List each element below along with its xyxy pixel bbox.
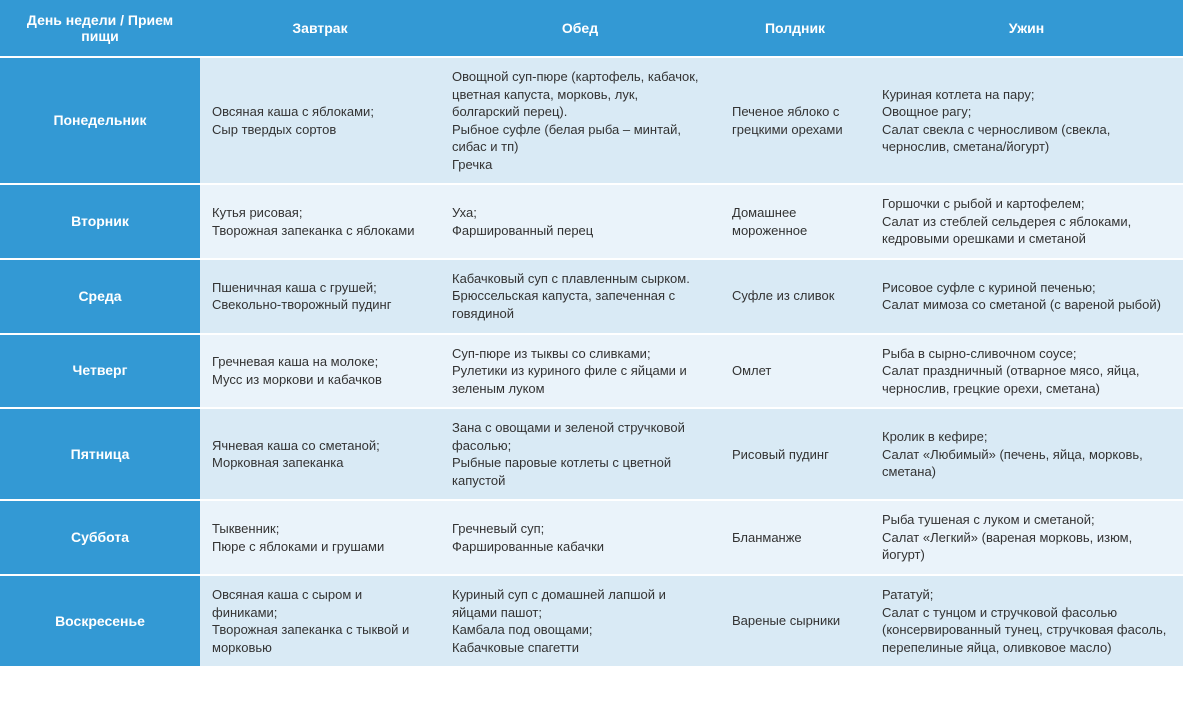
cell-snack: Вареные сырники <box>720 575 870 667</box>
col-dinner: Ужин <box>870 0 1183 57</box>
cell-dinner: Рыба тушеная с луком и сметаной;Салат «Л… <box>870 500 1183 575</box>
cell-breakfast: Гречневая каша на молоке;Мусс из моркови… <box>200 334 440 409</box>
cell-day: Воскресенье <box>0 575 200 667</box>
table-row: ВоскресеньеОвсяная каша с сыром и финика… <box>0 575 1183 667</box>
meal-plan-table: День недели / Прием пищи Завтрак Обед По… <box>0 0 1183 668</box>
cell-day: Суббота <box>0 500 200 575</box>
cell-lunch: Зана с овощами и зеленой стручковой фасо… <box>440 408 720 500</box>
cell-lunch: Кабачковый суп с плавленным сырком.Брюсс… <box>440 259 720 334</box>
cell-dinner: Куриная котлета на пару;Овощное рагу;Сал… <box>870 57 1183 184</box>
col-lunch: Обед <box>440 0 720 57</box>
cell-snack: Суфле из сливок <box>720 259 870 334</box>
cell-dinner: Рисовое суфле с куриной печенью;Салат ми… <box>870 259 1183 334</box>
cell-day: Четверг <box>0 334 200 409</box>
col-day: День недели / Прием пищи <box>0 0 200 57</box>
cell-dinner: Рыба в сырно-сливочном соусе;Салат празд… <box>870 334 1183 409</box>
cell-snack: Домашнее мороженное <box>720 184 870 259</box>
cell-breakfast: Ячневая каша со сметаной;Морковная запек… <box>200 408 440 500</box>
cell-lunch: Овощной суп-пюре (картофель, кабачок, цв… <box>440 57 720 184</box>
cell-breakfast: Кутья рисовая;Творожная запеканка с ябло… <box>200 184 440 259</box>
cell-snack: Бланманже <box>720 500 870 575</box>
cell-dinner: Кролик в кефире;Салат «Любимый» (печень,… <box>870 408 1183 500</box>
table-body: ПонедельникОвсяная каша с яблоками;Сыр т… <box>0 57 1183 667</box>
cell-breakfast: Овсяная каша с яблоками;Сыр твердых сорт… <box>200 57 440 184</box>
table-row: ПонедельникОвсяная каша с яблоками;Сыр т… <box>0 57 1183 184</box>
cell-day: Понедельник <box>0 57 200 184</box>
table-row: ЧетвергГречневая каша на молоке;Мусс из … <box>0 334 1183 409</box>
cell-breakfast: Овсяная каша с сыром и финиками;Творожна… <box>200 575 440 667</box>
cell-dinner: Горшочки с рыбой и картофелем;Салат из с… <box>870 184 1183 259</box>
cell-breakfast: Пшеничная каша с грушей;Свекольно-творож… <box>200 259 440 334</box>
cell-day: Среда <box>0 259 200 334</box>
table-row: ВторникКутья рисовая;Творожная запеканка… <box>0 184 1183 259</box>
table-row: ПятницаЯчневая каша со сметаной;Морковна… <box>0 408 1183 500</box>
table-row: СредаПшеничная каша с грушей;Свекольно-т… <box>0 259 1183 334</box>
cell-lunch: Уха;Фаршированный перец <box>440 184 720 259</box>
header-row: День недели / Прием пищи Завтрак Обед По… <box>0 0 1183 57</box>
table-row: СубботаТыквенник;Пюре с яблоками и груша… <box>0 500 1183 575</box>
cell-snack: Печеное яблоко с грецкими орехами <box>720 57 870 184</box>
cell-day: Пятница <box>0 408 200 500</box>
cell-dinner: Рататуй;Салат с тунцом и стручковой фасо… <box>870 575 1183 667</box>
cell-snack: Омлет <box>720 334 870 409</box>
cell-lunch: Гречневый суп;Фаршированные кабачки <box>440 500 720 575</box>
cell-snack: Рисовый пудинг <box>720 408 870 500</box>
cell-day: Вторник <box>0 184 200 259</box>
cell-lunch: Суп-пюре из тыквы со сливками;Рулетики и… <box>440 334 720 409</box>
col-snack: Полдник <box>720 0 870 57</box>
cell-lunch: Куриный суп с домашней лапшой и яйцами п… <box>440 575 720 667</box>
cell-breakfast: Тыквенник;Пюре с яблоками и грушами <box>200 500 440 575</box>
col-breakfast: Завтрак <box>200 0 440 57</box>
